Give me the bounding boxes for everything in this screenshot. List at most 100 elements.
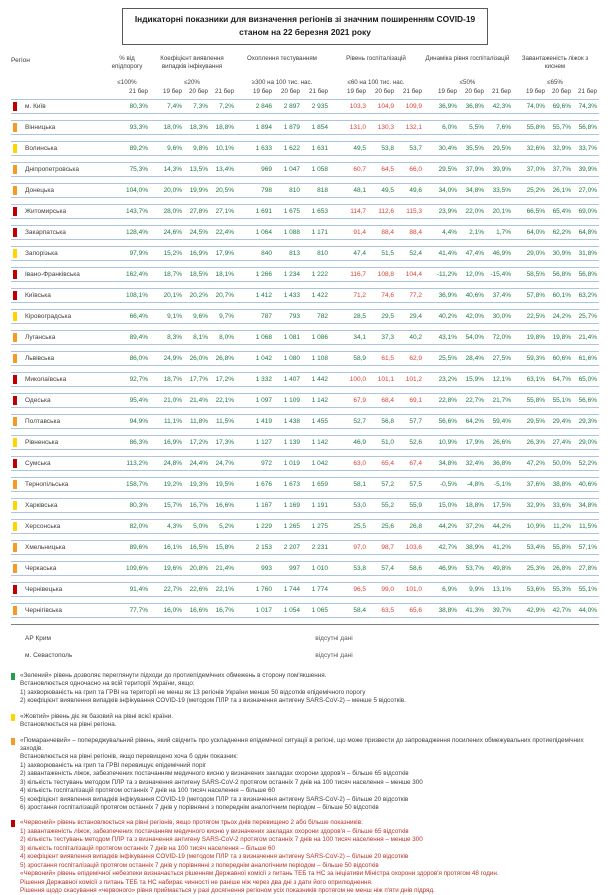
legend-line: Встановлюється одночасно на всій територ… bbox=[20, 680, 195, 688]
region-name: Тернопільська bbox=[25, 480, 69, 488]
table-cell: 1 108 bbox=[311, 354, 328, 362]
table-cell: -15,4% bbox=[490, 270, 511, 278]
table-cell: 24,5% bbox=[189, 228, 208, 236]
column-group-label: Коефіцієнт виявлення випадків інфікуванн… bbox=[160, 54, 224, 70]
date-header: 20 бер bbox=[552, 87, 571, 95]
region-name: Кіровоградська bbox=[25, 312, 72, 320]
table-cell: 13,4% bbox=[215, 165, 234, 173]
table-cell: 1 222 bbox=[311, 270, 328, 278]
table-cell: 29,5 bbox=[381, 312, 394, 320]
table-cell: 19,9% bbox=[189, 186, 208, 194]
table-cell: 1 760 bbox=[255, 585, 272, 593]
date-header: 19 бер bbox=[438, 87, 457, 95]
table-cell: 37,4% bbox=[492, 291, 511, 299]
table-cell: 109,9 bbox=[405, 102, 422, 110]
level-marker-cell bbox=[11, 248, 25, 258]
table-cell: 91,4% bbox=[129, 585, 148, 593]
table-row: Кіровоградська 66,4% 9,1% 9,6% 9,7% 787 793 782… bbox=[11, 308, 599, 324]
table-cell: 1 139 bbox=[283, 438, 300, 446]
table-cell: 66,0 bbox=[409, 165, 422, 173]
table-cell: 92,7% bbox=[129, 375, 148, 383]
table-cell: 32,4% bbox=[465, 459, 484, 467]
table-cell: 2 935 bbox=[311, 102, 328, 110]
region-name: Дніпропетровська bbox=[25, 165, 79, 173]
table-cell: 1 265 bbox=[283, 522, 300, 530]
table-cell: 53,6% bbox=[526, 585, 545, 593]
table-cell: 46,9 bbox=[353, 438, 366, 446]
legend-block-green: «Зелений» рівень дозволяє переглянути пі… bbox=[11, 672, 599, 706]
table-cell: 1 419 bbox=[255, 417, 272, 425]
region-name: Івано-Франківська bbox=[25, 270, 80, 278]
table-cell: 1 673 bbox=[283, 480, 300, 488]
legend-line: «Зелений» рівень дозволяє переглянути пі… bbox=[20, 671, 327, 679]
table-cell: 34,8% bbox=[578, 501, 597, 509]
table-cell: 64,2% bbox=[465, 417, 484, 425]
column-threshold: ≤65% bbox=[547, 78, 563, 86]
table-cell: 24,7% bbox=[215, 459, 234, 467]
table-cell: 21,0% bbox=[163, 396, 182, 404]
legend-block-yellow: «Жовтий» рівень діє як базовий на рівні … bbox=[11, 713, 599, 730]
table-row: Черкаська 109,6% 19,6% 20,8% 21,4% 993 997 1 01… bbox=[11, 560, 599, 576]
legend-line: 1) захворюваність на грип та ГРВІ переви… bbox=[20, 761, 207, 769]
level-marker-cell bbox=[11, 332, 25, 342]
table-cell: 75,3% bbox=[129, 165, 148, 173]
level-marker-yellow bbox=[13, 437, 17, 447]
table-cell: 40,6% bbox=[465, 291, 484, 299]
table-cell: 9,6% bbox=[193, 312, 208, 320]
table-cell: 71,2 bbox=[353, 291, 366, 299]
table-cell: 1 332 bbox=[255, 375, 272, 383]
table-cell: 57,2 bbox=[381, 480, 394, 488]
level-marker-cell bbox=[11, 416, 25, 426]
table-cell: 18,3% bbox=[189, 123, 208, 131]
table-cell: 36,8% bbox=[465, 102, 484, 110]
table-cell: 30,0% bbox=[492, 312, 511, 320]
table-header: Регіон % від епідпорогу ≤100% Коефіцієнт ви… bbox=[11, 55, 599, 86]
level-marker-cell bbox=[11, 164, 25, 174]
table-cell: 21,4% bbox=[578, 333, 597, 341]
table-cell: 1 097 bbox=[255, 396, 272, 404]
level-marker-cell bbox=[11, 479, 25, 489]
table-cell: 100,0 bbox=[349, 375, 366, 383]
legend-line: 6) зростання госпіталізацій протягом ост… bbox=[20, 804, 379, 811]
legend-color-swatch-green bbox=[11, 672, 15, 680]
table-cell: 17,3% bbox=[215, 438, 234, 446]
table-cell: 109,6% bbox=[125, 564, 148, 572]
table-cell: 63,5 bbox=[381, 606, 394, 614]
table-cell: 33,5% bbox=[492, 186, 511, 194]
table-cell: 86,0% bbox=[129, 354, 148, 362]
legend-line: 2) завантаженість ліжок, забезпечених по… bbox=[20, 770, 409, 778]
legend-line: Встановлюється на рівні регіона. bbox=[20, 721, 117, 729]
table-row: Вінницька 93,3% 18,0% 18,3% 18,8% 1 894 1 879 1… bbox=[11, 119, 599, 135]
table-cell: 1 042 bbox=[255, 354, 272, 362]
table-row: Житомирська 143,7% 28,0% 27,8% 27,1% 1 691 1 6… bbox=[11, 203, 599, 219]
table-cell: 1 229 bbox=[255, 522, 272, 530]
table-cell: 58,6 bbox=[409, 564, 422, 572]
table-cell: 55,1% bbox=[578, 585, 597, 593]
level-marker-yellow bbox=[13, 143, 17, 153]
table-cell: -11,2% bbox=[436, 270, 457, 278]
table-cell: 55,9 bbox=[409, 501, 422, 509]
table-cell: 49,5 bbox=[381, 186, 394, 194]
table-cell: 34,8% bbox=[465, 186, 484, 194]
table-row: Харківська 80,3% 15,7% 16,7% 16,6% 1 167 1 169… bbox=[11, 497, 599, 513]
table-cell: 6,9% bbox=[442, 585, 457, 593]
table-cell: 20,7% bbox=[215, 291, 234, 299]
table-cell: 52,7 bbox=[353, 417, 366, 425]
table-cell: 104,9 bbox=[377, 102, 394, 110]
table-cell: 65,6 bbox=[409, 606, 422, 614]
table-cell: 41,4% bbox=[438, 249, 457, 257]
table-cell: 49,6 bbox=[409, 186, 422, 194]
table-cell: 969 bbox=[261, 165, 272, 173]
region-name: Львівська bbox=[25, 354, 55, 362]
table-cell: 65,4 bbox=[381, 459, 394, 467]
table-cell: 132,1 bbox=[405, 123, 422, 131]
table-cell: 1 017 bbox=[255, 606, 272, 614]
table-cell: 128,4% bbox=[125, 228, 148, 236]
table-cell: 4,3% bbox=[167, 522, 182, 530]
table-cell: 66,4% bbox=[129, 312, 148, 320]
table-cell: 18,0% bbox=[163, 123, 182, 131]
legend-block-red: «Червоний» рівень встановлюється на рівн… bbox=[11, 819, 599, 895]
table-cell: 80,3% bbox=[129, 102, 148, 110]
table-cell: 16,0% bbox=[163, 606, 182, 614]
table-cell: 15,8% bbox=[215, 543, 234, 551]
